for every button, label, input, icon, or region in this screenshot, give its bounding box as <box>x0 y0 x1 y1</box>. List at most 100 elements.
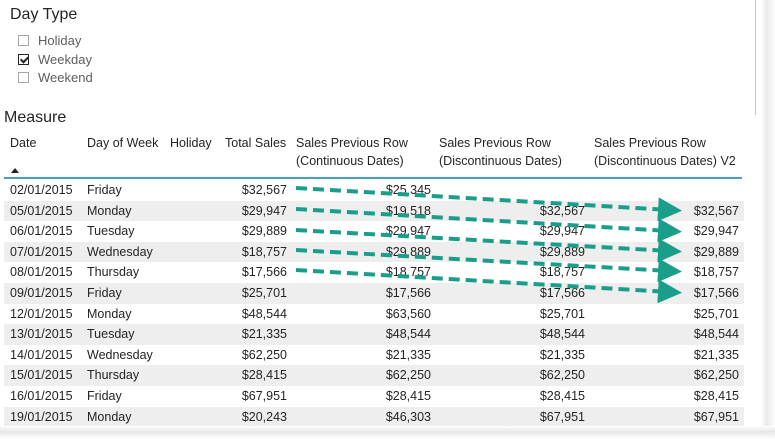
cell-sales-prev-discontinuous: $48,544 <box>539 327 585 342</box>
visual-border <box>755 0 756 115</box>
cell-total-sales: $29,947 <box>241 203 287 218</box>
cell-sales-prev-discontinuous-v2: $17,566 <box>693 286 739 300</box>
table-row[interactable]: 15/01/2015 Thursday $28,415 $62,250 $62,250 $… <box>4 365 744 386</box>
table-row[interactable]: 06/01/2015 Tuesday $29,889 $29,947 $29,947 $2… <box>4 221 744 242</box>
column-header-sales-prev-continuous[interactable]: Sales Previous Row (Continuous Dates) <box>296 134 408 170</box>
cell-sales-prev-continuous: $28,415 <box>385 389 431 403</box>
column-header-day-of-week[interactable]: Day of Week <box>87 136 159 150</box>
cell-total-sales: $62,250 <box>241 347 287 362</box>
cell-sales-prev-continuous: $29,947 <box>385 224 431 239</box>
slicer-item-weekend[interactable]: Weekend <box>18 69 93 85</box>
sort-ascending-icon[interactable] <box>11 168 19 173</box>
column-header-holiday[interactable]: Holiday <box>170 136 212 150</box>
slicer-label-weekend: Weekend <box>38 69 93 85</box>
header-divider <box>4 177 742 179</box>
cell-total-sales: $20,243 <box>241 409 287 424</box>
cell-date: 08/01/2015 <box>10 265 73 280</box>
slicer-label-weekday: Weekday <box>38 51 92 67</box>
cell-sales-prev-continuous: $25,345 <box>385 183 431 197</box>
cell-sales-prev-discontinuous: $67,951 <box>539 409 585 424</box>
cell-sales-prev-discontinuous-v2: $18,757 <box>693 265 739 280</box>
checkbox-weekend[interactable] <box>18 71 29 83</box>
header-line-1: Sales Previous Row <box>296 136 408 150</box>
cell-sales-prev-discontinuous: $21,335 <box>539 347 585 362</box>
column-header-date[interactable]: Date <box>10 136 37 150</box>
cell-total-sales: $25,701 <box>241 286 287 300</box>
column-header-sales-prev-discontinuous-v2[interactable]: Sales Previous Row (Discontinuous Dates)… <box>594 134 736 170</box>
cell-day-of-week: Monday <box>87 306 132 321</box>
cell-total-sales: $17,566 <box>241 265 287 280</box>
checkbox-holiday[interactable] <box>18 34 29 46</box>
cell-day-of-week: Thursday <box>87 265 140 280</box>
cell-sales-prev-discontinuous-v2: $62,250 <box>693 368 739 383</box>
cell-date: 07/01/2015 <box>10 244 73 259</box>
cell-day-of-week: Tuesday <box>87 224 135 239</box>
cell-sales-prev-continuous: $46,303 <box>385 409 431 424</box>
cell-sales-prev-continuous: $63,560 <box>385 306 431 321</box>
column-header-sales-prev-discontinuous[interactable]: Sales Previous Row (Discontinuous Dates) <box>439 134 562 170</box>
header-line-2: (Discontinuous Dates) <box>439 154 562 168</box>
table-row[interactable]: 08/01/2015 Thursday $17,566 $18,757 $18,757 $… <box>4 262 744 283</box>
slicer-label-holiday: Holiday <box>38 32 82 48</box>
slicer-title: Day Type <box>10 6 78 23</box>
cell-total-sales: $48,544 <box>241 306 287 321</box>
checkbox-weekday[interactable] <box>18 53 29 65</box>
cell-date: 12/01/2015 <box>10 306 73 321</box>
torn-edge-right <box>761 0 775 439</box>
cell-sales-prev-continuous: $21,335 <box>385 347 431 362</box>
header-line-2: (Discontinuous Dates) V2 <box>594 154 736 168</box>
slicer-item-holiday[interactable]: Holiday <box>18 32 81 48</box>
header-line-1: Sales Previous Row <box>439 136 551 150</box>
table-row[interactable]: 13/01/2015 Tuesday $21,335 $48,544 $48,544 $4… <box>4 324 744 345</box>
cell-total-sales: $28,415 <box>241 368 287 383</box>
table-row[interactable]: 07/01/2015 Wednesday $18,757 $29,889 $29,889… <box>4 241 744 263</box>
table-row[interactable]: 16/01/2015 Friday $67,951 $28,415 $28,415 $28… <box>4 386 744 407</box>
cell-day-of-week: Thursday <box>87 368 140 383</box>
table-row[interactable]: 09/01/2015 Friday $25,701 $17,566 $17,566 $17… <box>4 283 744 304</box>
cell-total-sales: $32,567 <box>241 183 287 197</box>
table-row[interactable]: 02/01/2015 Friday $32,567 $25,345 <box>4 180 744 201</box>
cell-day-of-week: Friday <box>87 389 122 403</box>
cell-total-sales: $21,335 <box>241 327 287 342</box>
table-row[interactable]: 05/01/2015 Monday $29,947 $19,518 $32,567 $32… <box>4 200 744 222</box>
cell-sales-prev-discontinuous: $17,566 <box>539 286 585 300</box>
cell-day-of-week: Friday <box>87 183 122 197</box>
cell-date: 13/01/2015 <box>10 327 73 342</box>
cell-sales-prev-continuous: $62,250 <box>385 368 431 383</box>
cell-date: 14/01/2015 <box>10 347 73 362</box>
cell-sales-prev-discontinuous: $62,250 <box>539 368 585 383</box>
table-row[interactable]: 14/01/2015 Wednesday $62,250 $21,335 $21,335… <box>4 345 744 366</box>
cell-sales-prev-discontinuous-v2: $28,415 <box>693 389 739 403</box>
table-title: Measure <box>4 109 67 126</box>
cell-date: 09/01/2015 <box>10 286 73 300</box>
slicer-item-weekday[interactable]: Weekday <box>18 51 92 67</box>
cell-day-of-week: Monday <box>87 409 132 424</box>
table-row[interactable]: 19/01/2015 Monday $20,243 $46,303 $67,951 $67… <box>4 406 744 426</box>
cell-sales-prev-discontinuous: $32,567 <box>539 203 585 218</box>
cell-sales-prev-continuous: $48,544 <box>385 327 431 342</box>
cell-sales-prev-discontinuous: $28,415 <box>539 389 585 403</box>
cell-sales-prev-discontinuous-v2: $32,567 <box>693 203 739 218</box>
cell-total-sales: $67,951 <box>241 389 287 403</box>
header-line-1: Sales Previous Row <box>594 136 706 150</box>
column-header-total-sales[interactable]: Total Sales <box>225 136 287 150</box>
cell-total-sales: $29,889 <box>241 224 287 239</box>
cell-date: 19/01/2015 <box>10 409 73 424</box>
cell-date: 16/01/2015 <box>10 389 73 403</box>
cell-sales-prev-discontinuous-v2: $25,701 <box>693 306 739 321</box>
cell-sales-prev-discontinuous-v2: $29,947 <box>693 224 739 239</box>
torn-edge-bottom <box>0 426 775 439</box>
cell-day-of-week: Tuesday <box>87 327 135 342</box>
cell-total-sales: $18,757 <box>241 244 287 259</box>
cell-sales-prev-continuous: $19,518 <box>385 203 431 218</box>
cell-day-of-week: Wednesday <box>87 244 153 259</box>
cell-sales-prev-discontinuous-v2: $67,951 <box>693 409 739 424</box>
header-line-2: (Continuous Dates) <box>296 154 404 168</box>
cell-sales-prev-discontinuous-v2: $21,335 <box>693 347 739 362</box>
table-row[interactable]: 12/01/2015 Monday $48,544 $63,560 $25,701 $25… <box>4 304 744 325</box>
cell-sales-prev-discontinuous: $18,757 <box>539 265 585 280</box>
cell-sales-prev-continuous: $17,566 <box>385 286 431 300</box>
cell-day-of-week: Monday <box>87 203 132 218</box>
cell-sales-prev-continuous: $18,757 <box>385 265 431 280</box>
cell-day-of-week: Friday <box>87 286 122 300</box>
